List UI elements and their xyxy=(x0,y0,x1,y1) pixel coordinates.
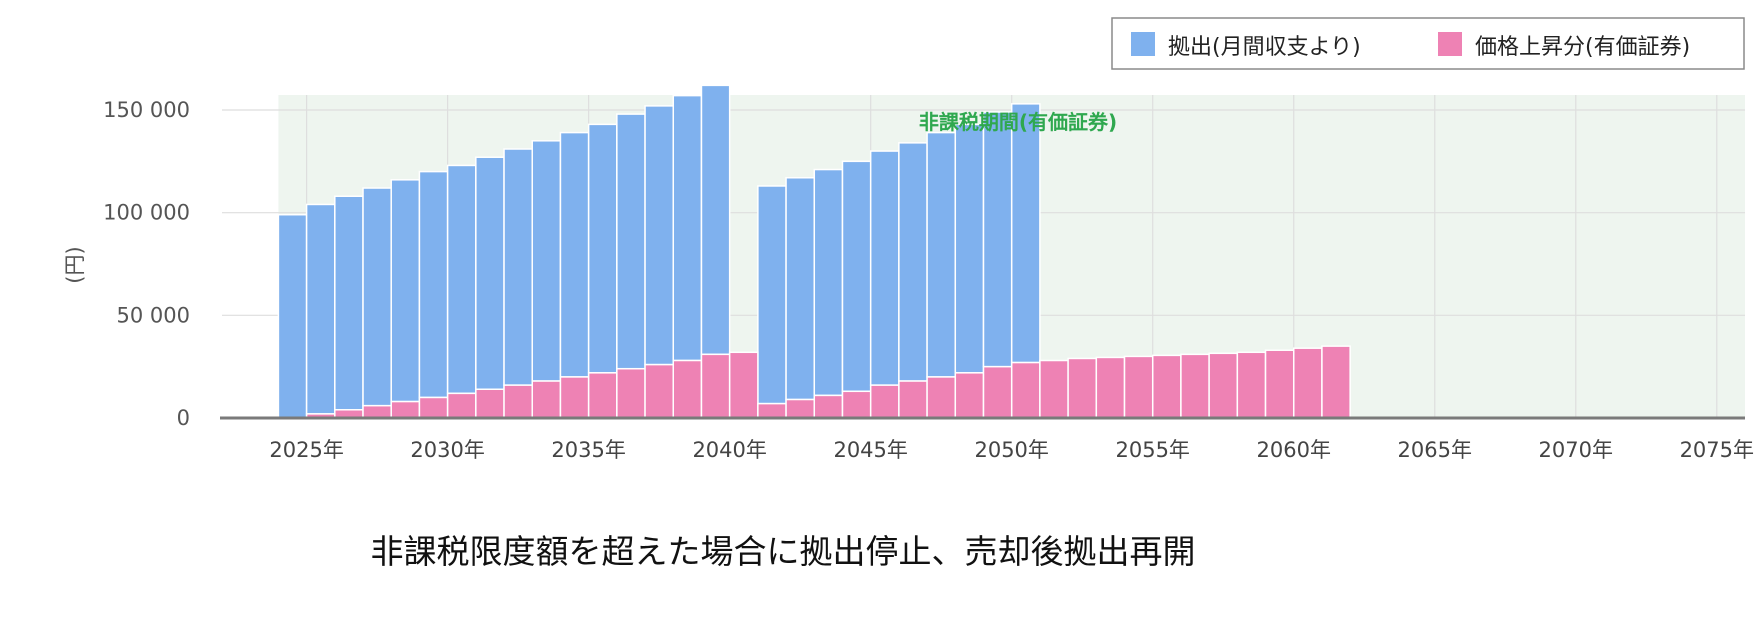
bar-price-gain xyxy=(672,359,703,419)
bar-contribution xyxy=(503,148,533,386)
bar-contribution xyxy=(531,140,562,382)
y-axis-ticks: 0 50 000 100 000 150 000 xyxy=(103,98,190,430)
bar-price-gain xyxy=(869,384,900,419)
bar-price-gain xyxy=(587,372,618,419)
bar-price-gain xyxy=(757,402,787,419)
y-axis-label: (円) xyxy=(63,246,87,283)
x-tick-label: 2060年 xyxy=(1257,438,1331,462)
bar-contribution xyxy=(390,179,421,403)
y-tick-label: 0 xyxy=(177,406,190,430)
band-label: 非課税期間(有価証券) xyxy=(919,110,1117,134)
bar-price-gain xyxy=(785,398,816,419)
bar-price-gain xyxy=(898,380,928,419)
bar-contribution xyxy=(418,170,449,399)
bar-price-gain xyxy=(362,404,392,419)
legend-box xyxy=(1111,17,1745,70)
bar-price-gain xyxy=(446,392,477,419)
bar-price-gain xyxy=(700,353,731,419)
bar-price-gain xyxy=(813,394,844,419)
bar-contribution xyxy=(785,177,816,401)
y-tick-label: 150 000 xyxy=(103,98,190,122)
x-tick-label: 2025年 xyxy=(269,438,343,462)
legend-swatch-contribution xyxy=(1131,32,1155,56)
bar-contribution xyxy=(277,213,308,419)
bar-price-gain xyxy=(1292,347,1323,419)
bar-price-gain xyxy=(1010,361,1041,419)
bar-price-gain xyxy=(390,400,421,419)
bar-price-gain xyxy=(559,376,590,419)
legend-label-price-gain: 価格上昇分(有価証券) xyxy=(1475,35,1690,60)
bar-contribution xyxy=(672,94,703,362)
bar-price-gain xyxy=(616,367,646,419)
bar-contribution xyxy=(1010,103,1041,364)
bar-price-gain xyxy=(926,376,957,419)
bar-contribution xyxy=(587,123,618,374)
series-contribution xyxy=(277,84,1041,419)
x-tick-label: 2035年 xyxy=(551,438,625,462)
bar-contribution xyxy=(757,185,787,405)
bar-price-gain xyxy=(1180,353,1210,419)
bar-price-gain xyxy=(418,396,449,419)
bar-contribution xyxy=(362,187,392,407)
x-tick-label: 2040年 xyxy=(692,438,766,462)
bar-contribution xyxy=(334,195,364,411)
bar-price-gain xyxy=(1264,349,1295,419)
bar-price-gain xyxy=(1151,354,1182,419)
x-tick-label: 2045年 xyxy=(833,438,907,462)
bar-price-gain xyxy=(1095,356,1126,419)
series-price-gain xyxy=(305,345,1351,419)
bar-contribution xyxy=(926,131,957,378)
bar-contribution xyxy=(644,105,675,366)
x-tick-label: 2065年 xyxy=(1398,438,1472,462)
bar-contribution xyxy=(616,113,646,370)
bar-price-gain xyxy=(1321,345,1351,419)
bar-contribution xyxy=(841,160,872,393)
bar-price-gain xyxy=(475,388,505,419)
bar-price-gain xyxy=(841,390,872,419)
bar-price-gain xyxy=(728,351,759,419)
bar-contribution xyxy=(559,131,590,378)
bar-contribution xyxy=(982,111,1013,368)
bar-contribution xyxy=(869,150,900,386)
chart-caption: 非課税限度額を超えた場合に拠出停止、売却後拠出再開 xyxy=(0,525,1762,573)
y-tick-label: 50 000 xyxy=(117,303,190,327)
bar-price-gain xyxy=(1236,351,1267,419)
legend-label-contribution: 拠出(月間収支より) xyxy=(1168,35,1361,60)
bar-price-gain xyxy=(503,384,533,419)
bar-contribution xyxy=(700,84,731,356)
bar-price-gain xyxy=(1067,357,1098,419)
bar-contribution xyxy=(475,156,505,391)
x-axis-ticks: 2025年 2030年 2035年 2040年 2045年 2050年 2055年 2060年… xyxy=(269,438,1754,462)
x-tick-label: 2055年 xyxy=(1115,438,1189,462)
x-tick-label: 2070年 xyxy=(1539,438,1613,462)
bar-price-gain xyxy=(1208,352,1239,419)
bar-contribution xyxy=(446,164,477,395)
chart-caption-text: 非課税限度額を超えた場合に拠出停止、売却後拠出再開 xyxy=(370,532,1196,571)
bar-contribution xyxy=(898,142,928,382)
x-tick-label: 2050年 xyxy=(974,438,1048,462)
bar-price-gain xyxy=(1123,355,1154,419)
bar-price-gain xyxy=(982,365,1013,419)
bar-price-gain xyxy=(954,372,985,419)
x-tick-label: 2030年 xyxy=(410,438,484,462)
bar-contribution xyxy=(813,168,844,397)
legend-swatch-price-gain xyxy=(1438,32,1462,56)
bar-contribution xyxy=(954,123,985,374)
legend: 拠出(月間収支より) 価格上昇分(有価証券) xyxy=(1111,17,1745,70)
bar-price-gain xyxy=(644,363,675,419)
bar-contribution xyxy=(305,203,336,415)
bar-price-gain xyxy=(531,380,562,419)
x-tick-label: 2075年 xyxy=(1680,438,1754,462)
bar-price-gain xyxy=(1039,359,1069,419)
y-tick-label: 100 000 xyxy=(103,201,190,225)
